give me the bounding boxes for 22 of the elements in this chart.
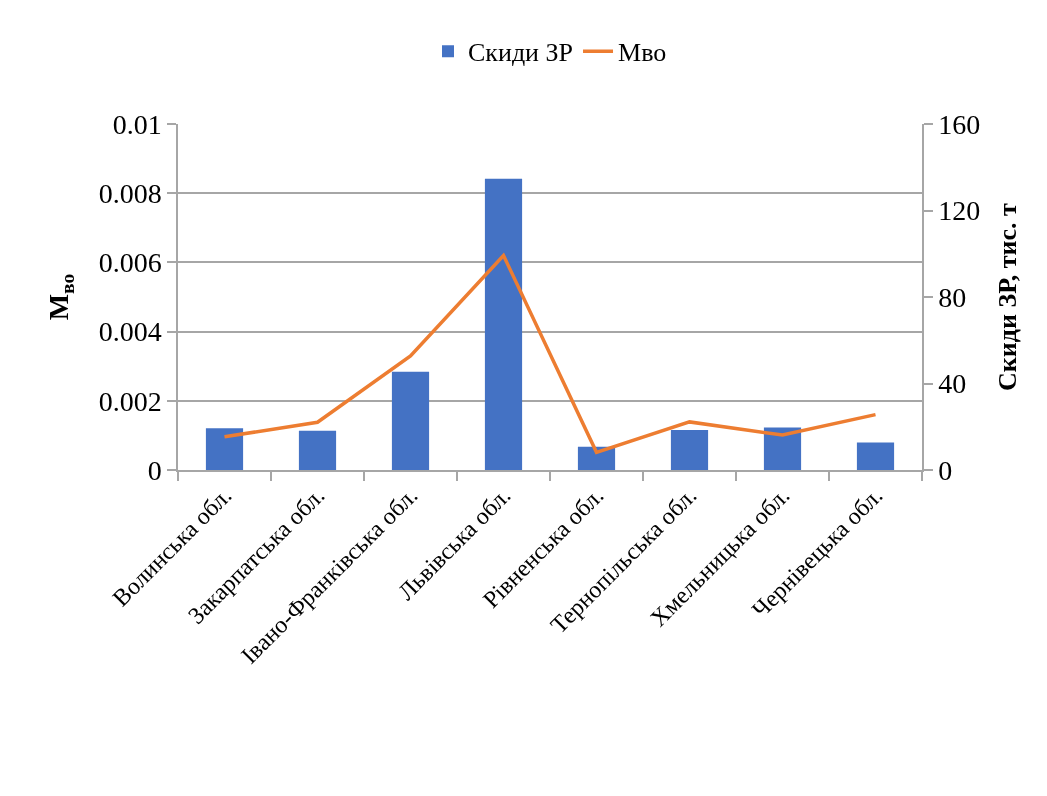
y-tick-label: 0.006 bbox=[98, 247, 162, 279]
bar bbox=[856, 442, 895, 470]
bar bbox=[763, 427, 802, 470]
y2-axis-title: Скиди ЗР, тис. т bbox=[992, 202, 1022, 391]
bar bbox=[670, 429, 709, 470]
y-tick-label: 0.004 bbox=[98, 316, 162, 348]
y-tick-label: 0.008 bbox=[98, 178, 162, 209]
bar bbox=[391, 371, 430, 470]
bar bbox=[484, 178, 523, 470]
y-tick-label: 0 bbox=[147, 454, 162, 486]
legend-label: Скиди ЗР bbox=[468, 38, 574, 68]
y2-tick-label: 80 bbox=[938, 281, 967, 313]
line-series bbox=[222, 253, 878, 455]
y-tick-label: 0.01 bbox=[112, 108, 162, 140]
bar bbox=[205, 428, 244, 470]
bar bbox=[298, 430, 337, 470]
y2-tick-label: 120 bbox=[938, 195, 981, 227]
legend-label: Мво bbox=[618, 38, 667, 68]
y2-tick-label: 0 bbox=[938, 454, 953, 486]
y2-tick-label: 40 bbox=[938, 368, 967, 400]
y-tick-label: 0.002 bbox=[98, 385, 162, 417]
y2-tick-label: 160 bbox=[938, 108, 981, 140]
